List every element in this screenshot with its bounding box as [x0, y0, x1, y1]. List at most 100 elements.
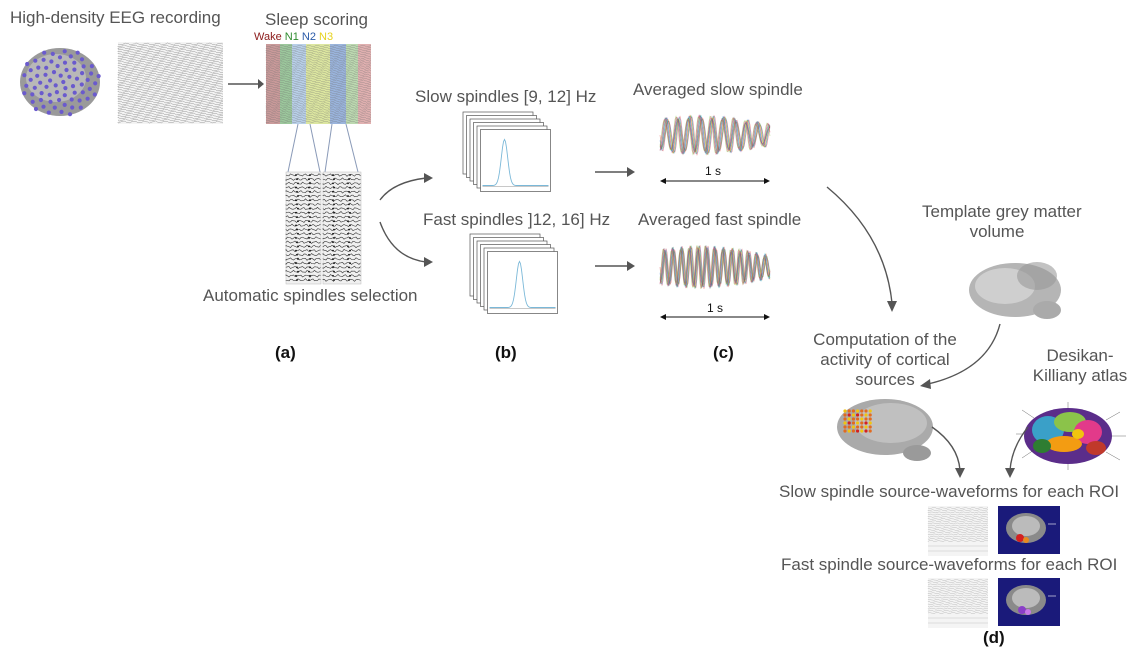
selection-trace	[285, 236, 321, 240]
selection-trace	[285, 232, 321, 236]
selection-marker	[348, 279, 350, 281]
selection-marker	[333, 220, 335, 223]
slow-roi-title: Slow spindle source-waveforms for each R…	[779, 482, 1120, 501]
electrode-dot	[61, 79, 66, 85]
cortical-source-dot	[851, 413, 855, 417]
avg-fast-spindle-waveform	[659, 245, 771, 289]
selection-trace	[285, 186, 321, 190]
cortical-source-dot	[860, 421, 864, 425]
scoring-trace	[265, 48, 372, 52]
selection-marker	[332, 274, 334, 277]
selection-marker	[295, 274, 297, 277]
selection-marker	[333, 262, 335, 265]
panel-label-d: (d)	[983, 628, 1005, 647]
fast-spindle-spectra-stack	[469, 233, 558, 314]
roi-trace	[927, 612, 989, 614]
eeg-trace	[117, 52, 224, 56]
selection-marker	[309, 232, 311, 235]
scoring-trace	[265, 118, 372, 122]
eeg-trace	[117, 90, 224, 94]
selection-marker	[349, 274, 351, 277]
selection-trace	[285, 244, 321, 248]
selection-trace	[322, 252, 361, 257]
electrode-dot	[59, 109, 64, 114]
electrode-dot	[50, 51, 55, 56]
electrode-dot	[44, 65, 49, 70]
roi-trace	[927, 507, 989, 509]
electrode-dot	[62, 102, 67, 107]
electrode-dot	[96, 74, 101, 79]
cortical-source-dot	[843, 429, 847, 433]
scoring-trace	[265, 116, 372, 120]
stage-label-n2: N2	[301, 31, 316, 43]
selection-marker	[295, 237, 297, 239]
selection-trace	[322, 207, 361, 211]
electrode-dot	[62, 93, 67, 98]
scoring-trace	[265, 69, 372, 72]
selection-trace	[322, 248, 361, 253]
electrode-dot	[64, 67, 69, 73]
slow-roi-waveforms-image	[927, 506, 989, 556]
eeg-trace	[117, 62, 224, 66]
selection-marker	[333, 237, 335, 239]
atlas-title-line2: Killiany atlas	[1032, 366, 1128, 385]
cortical-source-dot	[856, 421, 860, 425]
scoring-trace	[265, 73, 372, 76]
electrode-dot	[92, 92, 97, 97]
selection-marker	[308, 220, 310, 223]
averaged-spindle-trace	[659, 245, 771, 289]
selection-trace	[322, 173, 361, 177]
arrow-cortical-to-roi	[931, 426, 965, 478]
slow-spindles-title: Slow spindles [9, 12] Hz	[415, 87, 597, 106]
selection-trace	[322, 232, 361, 236]
selection-marker	[332, 241, 334, 244]
selection-trace	[322, 211, 361, 215]
selection-marker	[308, 237, 310, 239]
cortical-source-dot	[843, 425, 847, 429]
roi-trace	[927, 518, 989, 520]
roi-trace	[927, 533, 989, 536]
template-brain-image	[969, 262, 1061, 319]
selection-marker	[348, 190, 350, 193]
eeg-trace	[117, 112, 224, 116]
selection-marker	[333, 203, 335, 206]
eeg-trace	[117, 80, 224, 84]
electrode-dot	[63, 86, 68, 91]
selection-marker	[332, 174, 334, 176]
roi-trace	[927, 526, 989, 529]
electrode-dot	[28, 77, 33, 82]
cortical-source-dot	[851, 425, 855, 429]
slow-roi-mri-image	[998, 506, 1060, 554]
electrode-dot	[28, 68, 33, 73]
roi-trace	[927, 598, 989, 601]
electrode-dot	[57, 55, 63, 60]
averaged-spindle-trace	[659, 245, 771, 289]
electrode-dot	[33, 106, 39, 112]
cortical-source-dot	[843, 413, 847, 417]
cortical-source-dot	[864, 425, 868, 429]
scoring-trace	[265, 85, 372, 89]
cortical-source-dot	[856, 417, 860, 421]
selection-trace	[322, 194, 361, 198]
eeg-head-electrodes-image	[20, 48, 101, 117]
selection-marker	[347, 258, 349, 260]
cortical-source-dot	[843, 421, 847, 425]
selection-trace	[285, 261, 321, 266]
scoring-trace	[265, 93, 372, 97]
selection-marker	[295, 249, 297, 252]
scoring-trace	[265, 87, 372, 91]
cortical-source-dot	[847, 429, 851, 433]
fast-roi-title: Fast spindle source-waveforms for each R…	[781, 555, 1118, 574]
eeg-trace	[117, 58, 224, 62]
electrode-dot	[78, 105, 83, 110]
eeg-trace	[117, 100, 224, 104]
roi-trace	[927, 509, 989, 512]
cortical-sources-brain-image	[837, 399, 933, 461]
selection-marker	[297, 245, 299, 248]
selection-marker	[309, 258, 311, 260]
panel-label-a: (a)	[275, 343, 296, 362]
eeg-trace	[117, 64, 224, 68]
stage-label-n3: N3	[319, 31, 334, 43]
computation-title-line1: Computation of the	[813, 330, 957, 349]
electrode-dot	[79, 82, 84, 87]
